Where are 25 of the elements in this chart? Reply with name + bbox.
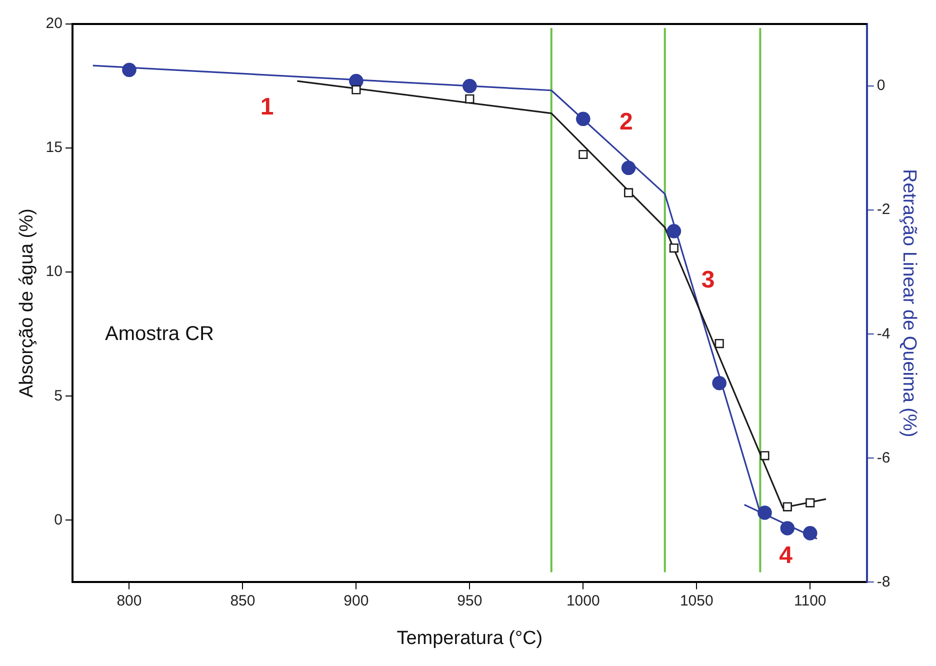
y2-tick-label: 0 [876,77,886,94]
annotation: 4 [779,542,794,570]
y-tick-label: 10 [46,263,62,280]
x-axis-title: Temperatura (°C) [396,628,543,649]
x-tick-label: 1050 [680,592,714,610]
y2-tick-label: -6 [876,449,890,466]
y-axis-title: Absorção de água (%) [16,208,38,398]
y-tick-label: 20 [46,15,62,32]
annotation: Amostra CR [105,322,214,345]
y2-axis-title: Retração Linear de Queima (%) [898,168,920,438]
y2-tick-label: -4 [876,325,890,342]
annotation: 2 [619,108,633,136]
y-tick-label: 15 [46,139,62,156]
y2-tick-label: -8 [876,573,890,590]
x-tick-label: 800 [116,592,142,610]
x-tick-label: 950 [457,592,482,610]
y-tick-label: 0 [54,511,62,528]
x-tick-label: 1000 [566,592,600,610]
y-tick-label: 5 [54,387,62,404]
x-tick-label: 1100 [794,592,826,610]
annotation: 1 [260,93,274,120]
y2-tick-label: -2 [876,201,890,218]
x-tick-label: 900 [344,592,369,610]
annotation: 3 [701,266,715,294]
x-tick-label: 850 [230,592,256,610]
